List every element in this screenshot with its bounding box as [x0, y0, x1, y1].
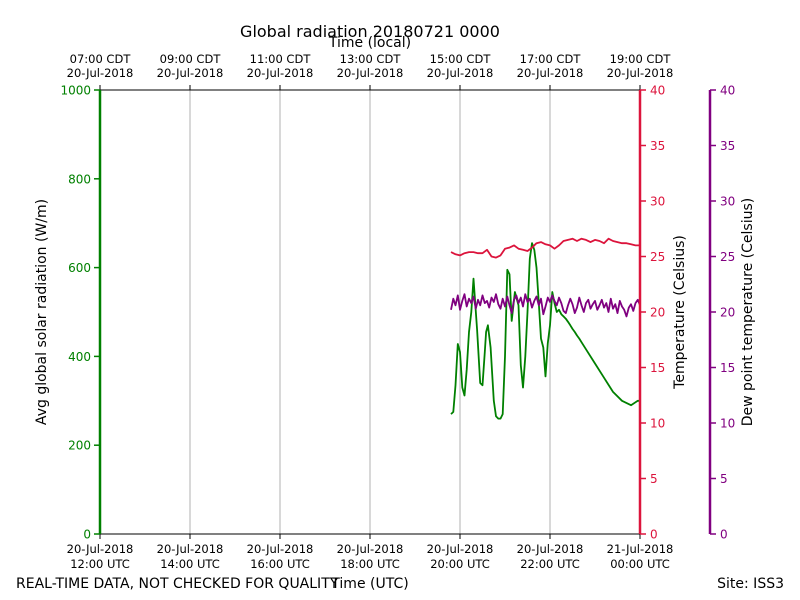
site-label: Site: ISS3 [717, 576, 784, 592]
temperature-tick-label: 40 [650, 84, 665, 98]
x-tick-label: 20-Jul-2018 [157, 542, 224, 556]
top-x-tick-label: 09:00 CDT [160, 52, 222, 66]
radiation-tick-label: 0 [83, 528, 91, 542]
x-tick-label: 20-Jul-2018 [337, 542, 404, 556]
x-tick-label: 12:00 UTC [70, 557, 130, 571]
dewpoint-tick-label: 40 [720, 84, 735, 98]
x-tick-label: 20-Jul-2018 [67, 542, 134, 556]
top-x-tick-label: 20-Jul-2018 [337, 66, 404, 80]
temperature-series-line [450, 237, 640, 259]
dewpoint-tick-label: 15 [720, 361, 735, 375]
dewpoint-tick-label: 25 [720, 250, 735, 264]
temperature-tick-label: 0 [650, 528, 658, 542]
radiation-axis-label: Avg global solar radiation (W/m) [34, 199, 50, 425]
radiation-tick-label: 800 [68, 172, 91, 186]
temperature-tick-label: 30 [650, 195, 665, 209]
top-x-tick-label: 20-Jul-2018 [67, 66, 134, 80]
radiation-tick-label: 1000 [60, 84, 91, 98]
x-tick-label: 14:00 UTC [160, 557, 220, 571]
temperature-tick-label: 20 [650, 306, 665, 320]
top-x-tick-label: 20-Jul-2018 [517, 66, 584, 80]
dewpoint-tick-label: 30 [720, 195, 735, 209]
dewpoint-tick-label: 20 [720, 306, 735, 320]
x-tick-label: 21-Jul-2018 [607, 542, 674, 556]
top-x-tick-label: 15:00 CDT [430, 52, 492, 66]
temperature-tick-label: 15 [650, 361, 665, 375]
radiation-series-line [450, 242, 640, 420]
top-x-tick-label: 20-Jul-2018 [247, 66, 314, 80]
x-tick-label: 20-Jul-2018 [427, 542, 494, 556]
dewpoint-axis-label: Dew point temperature (Celsius) [740, 198, 756, 426]
x-tick-label: 20:00 UTC [430, 557, 490, 571]
top-x-tick-label: 07:00 CDT [70, 52, 132, 66]
temperature-tick-label: 5 [650, 472, 658, 486]
x-tick-label: 20-Jul-2018 [517, 542, 584, 556]
temperature-axis-label: Temperature (Celsius) [672, 235, 688, 390]
dewpoint-series-line [450, 293, 641, 318]
x-tick-label: 18:00 UTC [340, 557, 400, 571]
top-x-tick-label: 20-Jul-2018 [157, 66, 224, 80]
temperature-tick-label: 25 [650, 250, 665, 264]
x-tick-label: 00:00 UTC [610, 557, 670, 571]
chart-title: Global radiation 20180721 0000 [240, 22, 500, 41]
series-lines [450, 237, 641, 420]
temperature-tick-label: 10 [650, 417, 665, 431]
radiation-tick-label: 400 [68, 350, 91, 364]
x-tick-label: 22:00 UTC [520, 557, 580, 571]
dewpoint-tick-label: 0 [720, 528, 728, 542]
top-x-tick-label: 11:00 CDT [250, 52, 312, 66]
dewpoint-tick-label: 10 [720, 417, 735, 431]
top-x-tick-label: 13:00 CDT [340, 52, 402, 66]
x-tick-label: 16:00 UTC [250, 557, 310, 571]
grid-lines [189, 90, 551, 534]
quality-notice: REAL-TIME DATA, NOT CHECKED FOR QUALITY [16, 576, 339, 592]
radiation-tick-label: 600 [68, 261, 91, 275]
x-tick-label: 20-Jul-2018 [247, 542, 314, 556]
top-x-tick-label: 20-Jul-2018 [427, 66, 494, 80]
top-axis-label: Time (local) [328, 35, 411, 51]
dewpoint-tick-label: 35 [720, 139, 735, 153]
temperature-tick-label: 35 [650, 139, 665, 153]
top-x-tick-label: 19:00 CDT [610, 52, 672, 66]
top-x-tick-label: 20-Jul-2018 [607, 66, 674, 80]
radiation-tick-label: 200 [68, 439, 91, 453]
dewpoint-tick-label: 5 [720, 472, 728, 486]
bottom-axis-label: Time (UTC) [330, 576, 408, 592]
top-x-tick-label: 17:00 CDT [520, 52, 582, 66]
